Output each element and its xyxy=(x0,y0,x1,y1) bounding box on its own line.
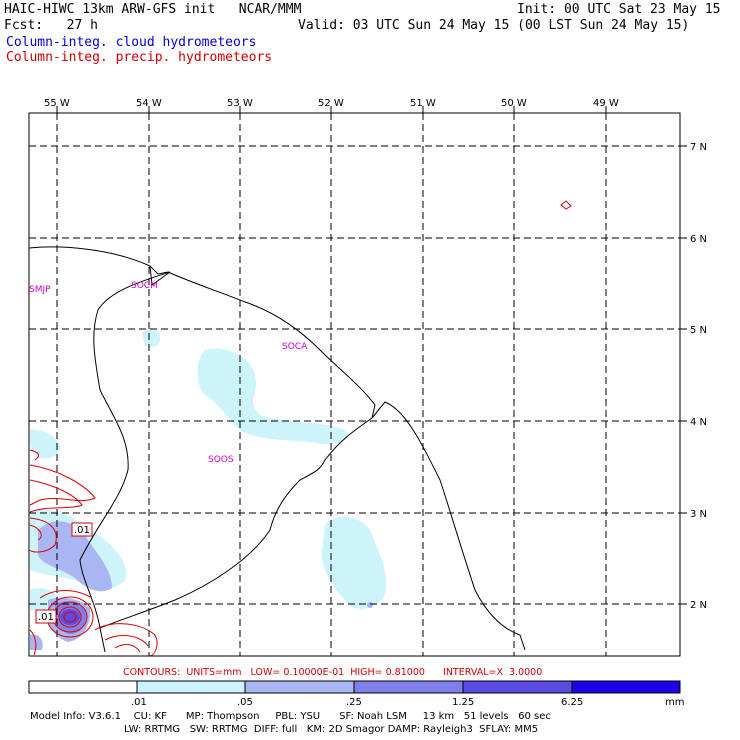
cloud-shading-max xyxy=(60,609,80,625)
lon-label: 55 W xyxy=(44,98,70,109)
map-layer xyxy=(29,113,680,656)
lon-labels: 55 W 54 W 53 W 52 W 51 W 50 W 49 W xyxy=(44,98,619,109)
colorbar-unit: mm xyxy=(665,697,684,708)
lon-label: 49 W xyxy=(593,98,619,109)
contour-label: .01 xyxy=(38,612,54,623)
station-label: SOCA xyxy=(282,342,308,352)
lat-label: 3 N xyxy=(690,509,707,520)
field-precip-label: Column-integ. precip. hydrometeors xyxy=(6,50,273,65)
lat-labels: 7 N 6 N 5 N 4 N 3 N 2 N xyxy=(690,142,707,611)
colorbar-segment xyxy=(137,681,245,693)
lat-label: 4 N xyxy=(690,417,707,428)
contours-info: CONTOURS: UNITS=mm LOW= 0.10000E-01 HIGH… xyxy=(123,667,543,678)
station-label: SOOS xyxy=(208,455,234,465)
frame-ticks xyxy=(56,106,687,605)
init-time: Init: 00 UTC Sat 23 May 15 xyxy=(517,2,721,17)
colorbar-segment xyxy=(572,681,680,693)
valid-time: Valid: 03 UTC Sun 24 May 15 (00 LST Sun … xyxy=(298,18,690,33)
colorbar-segment xyxy=(29,681,137,693)
lon-label: 50 W xyxy=(501,98,527,109)
lat-label: 5 N xyxy=(690,325,707,336)
lat-label: 6 N xyxy=(690,234,707,245)
cloud-shading-mid xyxy=(30,521,373,650)
colorbar-tick: 6.25 xyxy=(561,697,583,708)
field-cloud-label: Column-integ. cloud hydrometeors xyxy=(6,35,257,50)
contour-label-boxes: .01 .01 xyxy=(35,522,93,624)
map-frame xyxy=(28,112,681,657)
plot-title: HAIC-HIWC 13km ARW-GFS init NCAR/MMM xyxy=(4,2,302,17)
lat-lon-grid xyxy=(29,113,680,656)
station-label: SOCM xyxy=(131,281,158,291)
colorbar-tick: .01 xyxy=(131,697,147,708)
lon-label: 53 W xyxy=(227,98,253,109)
colorbar-tick: .05 xyxy=(237,697,253,708)
model-info-line-2: LW: RRTMG SW: RRTMG DIFF: full KM: 2D Sm… xyxy=(124,724,539,735)
colorbar-tick: 1.25 xyxy=(452,697,474,708)
colorbar-segment xyxy=(463,681,572,693)
colorbar-tick: .25 xyxy=(346,697,362,708)
coastline-borders xyxy=(29,246,526,653)
colorbar-segment xyxy=(354,681,463,693)
lon-label: 54 W xyxy=(136,98,162,109)
forecast-hour: Fcst: 27 h xyxy=(4,18,98,33)
lat-label: 7 N xyxy=(690,142,707,153)
lat-label: 2 N xyxy=(690,600,707,611)
lon-label: 52 W xyxy=(318,98,344,109)
model-info-line-1: Model Info: V3.6.1 CU: KF MP: Thompson P… xyxy=(30,711,551,722)
station-labels: SMJP SOCM SOCA SOOS xyxy=(29,281,308,465)
lon-label: 51 W xyxy=(410,98,436,109)
contour-label: .01 xyxy=(74,525,90,536)
colorbar: .01 .05 .25 1.25 6.25 mm xyxy=(28,680,684,708)
colorbar-segment xyxy=(245,681,354,693)
station-label: SMJP xyxy=(29,285,51,295)
precip-contours xyxy=(29,200,572,656)
